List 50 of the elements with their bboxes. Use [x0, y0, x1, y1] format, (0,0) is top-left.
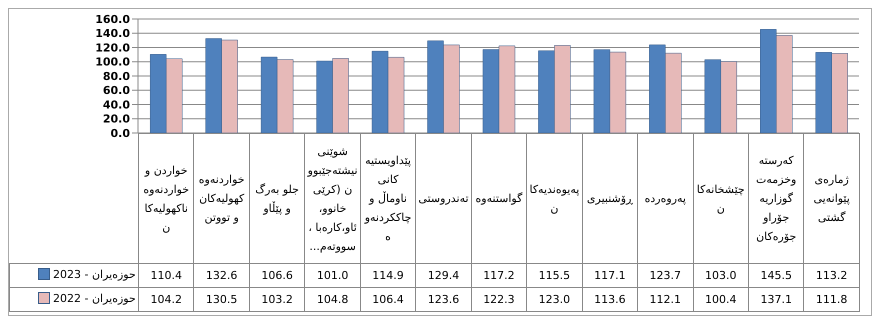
data-label: 101.0 [304, 264, 360, 288]
x-tick-label: خواردنەوە کهولیەکان و تووتن [194, 134, 250, 264]
data-label: 100.4 [693, 288, 748, 312]
x-tick-label: شوێنی نیشتەجێبوون (کرێی خانوو، ئاو،کارەبا ، سووتەم... [304, 134, 360, 264]
data-label: 123.7 [638, 264, 694, 288]
data-label: 117.1 [582, 264, 638, 288]
data-label: 113.2 [804, 264, 860, 288]
x-tick-label: ڕۆشنبیری [582, 134, 638, 264]
data-label: 130.5 [194, 288, 250, 312]
x-tick-label: گواستنەوە [471, 134, 527, 264]
data-label: 103.0 [693, 264, 748, 288]
data-label: 123.0 [526, 288, 582, 312]
y-tick-label: 160.0 [95, 12, 130, 26]
x-tick-label: چێشخانەکان [693, 134, 748, 264]
data-label: 117.2 [471, 264, 527, 288]
data-label: 145.5 [748, 264, 804, 288]
data-label: 122.3 [471, 288, 527, 312]
x-tick-label: کەرستە وخزمەت گوزاریە جۆراو جۆرەکان [748, 134, 804, 264]
data-label: 115.5 [526, 264, 582, 288]
y-tick-label: 80.0 [102, 70, 130, 83]
data-label: 114.9 [360, 264, 416, 288]
data-label: 132.6 [194, 264, 250, 288]
data-label: 112.1 [638, 288, 694, 312]
y-tick-label: 140.0 [95, 27, 130, 40]
x-tick-label: خواردن و خواردنەوە ناکهولیەکان [138, 134, 194, 264]
y-tick-label: 120.0 [95, 41, 130, 54]
x-tick-label: پەروەردە [638, 134, 694, 264]
data-label: 123.6 [416, 288, 472, 312]
data-label: 110.4 [138, 264, 194, 288]
legend-label: حوزەیران - 2023 [53, 268, 136, 281]
y-tick-label: 40.0 [102, 98, 130, 112]
data-label: 104.8 [304, 288, 360, 312]
x-tick-label: ژمارەی پێوانەیی گشتی [804, 134, 860, 264]
x-tick-label: جلو بەرگ و پێڵاو [249, 134, 305, 264]
data-label: 111.8 [804, 288, 860, 312]
x-tick-label: پەیوەندیەکان [526, 134, 582, 264]
data-label: 106.4 [360, 288, 416, 312]
data-label: 113.6 [582, 288, 638, 312]
data-label: 106.6 [249, 264, 305, 288]
data-label: 137.1 [748, 288, 804, 312]
y-tick-label: 20.0 [102, 112, 130, 126]
x-tick-label: تەندروستی [416, 134, 472, 264]
data-label: 104.2 [138, 288, 194, 312]
x-tick-label: پێداویستیەکانی ناوماڵ و چاککردنەوە [360, 134, 416, 264]
y-tick-label: 100.0 [95, 56, 130, 69]
legend-label: حوزەیران - 2022 [53, 292, 136, 305]
data-label: 103.2 [249, 288, 305, 312]
data-label: 129.4 [416, 264, 472, 288]
y-tick-label: 0.0 [110, 126, 130, 140]
y-tick-label: 60.0 [102, 84, 130, 98]
